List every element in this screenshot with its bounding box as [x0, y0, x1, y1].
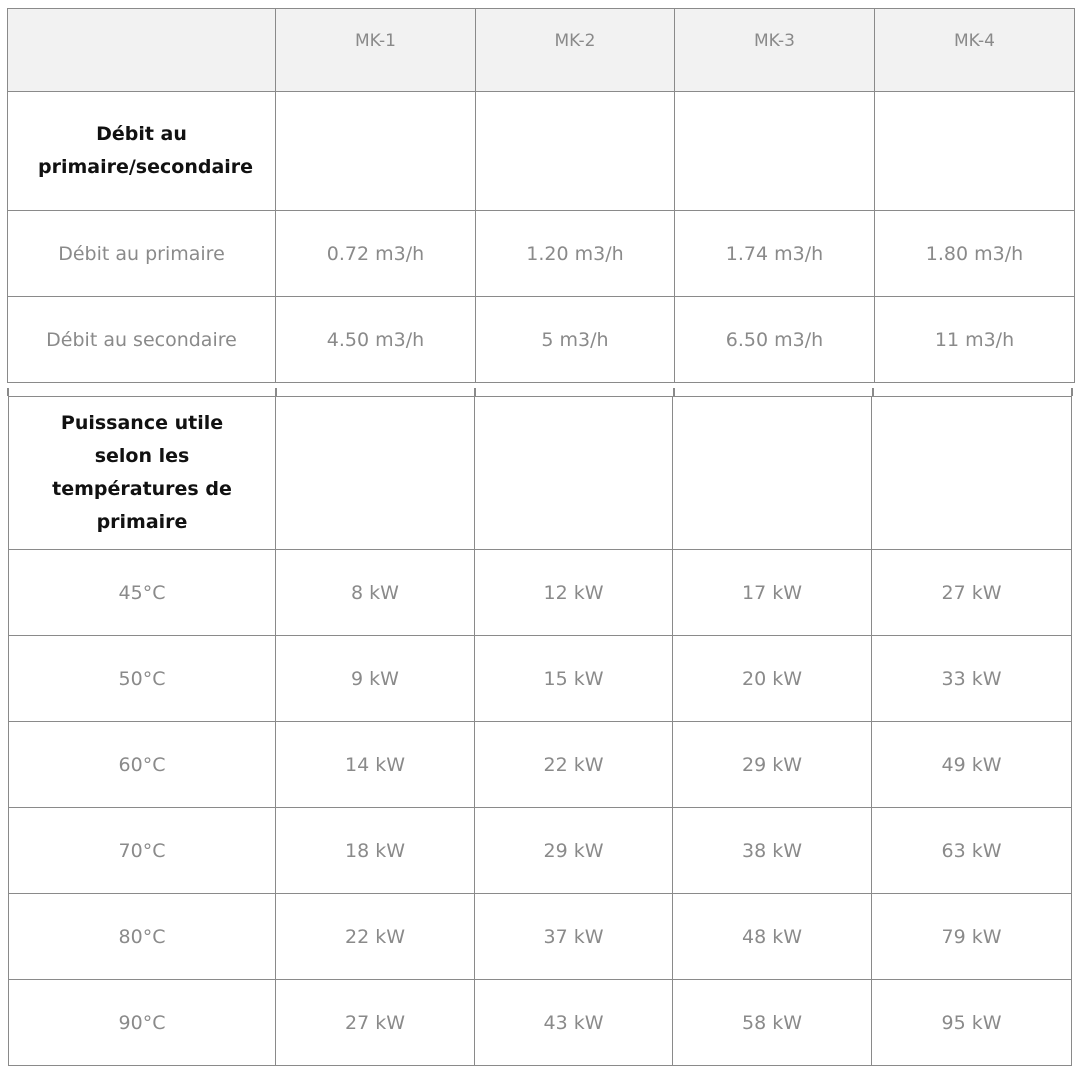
value-cell: 8 kW [275, 549, 475, 636]
value-cell: 27 kW [871, 549, 1072, 636]
table-row: 50°C 9 kW 15 kW 20 kW 33 kW [8, 635, 1072, 722]
value-cell: 14 kW [275, 721, 475, 808]
value-cell: 12 kW [474, 549, 673, 636]
row-label: 50°C [8, 635, 276, 722]
row-label: 60°C [8, 721, 276, 808]
value-cell: 11 m3/h [874, 296, 1075, 383]
value-cell: 15 kW [474, 635, 673, 722]
value-cell: 17 kW [672, 549, 872, 636]
value-cell: 22 kW [474, 721, 673, 808]
value-cell: 5 m3/h [475, 296, 675, 383]
value-cell: 1.74 m3/h [674, 210, 875, 297]
table-row: Débit au primaire 0.72 m3/h 1.20 m3/h 1.74 … [7, 210, 1075, 297]
value-cell: 79 kW [871, 893, 1072, 980]
row-label: Débit au primaire [7, 210, 276, 297]
table-row: 70°C 18 kW 29 kW 38 kW 63 kW [8, 807, 1072, 894]
table-row: 90°C 27 kW 43 kW 58 kW 95 kW [8, 979, 1072, 1066]
row-label: Débit au secondaire [7, 296, 276, 383]
row-label: 90°C [8, 979, 276, 1066]
section-title: Puissance utile selon les températures d… [8, 396, 276, 550]
power-table: Puissance utile selon les températures d… [8, 396, 1072, 1066]
header-cell: MK-4 [874, 8, 1075, 92]
value-cell: 1.80 m3/h [874, 210, 1075, 297]
row-label: 80°C [8, 893, 276, 980]
value-cell: 58 kW [672, 979, 872, 1066]
section-row: Débit au primaire/secondaire [7, 91, 1075, 211]
header-cell: MK-1 [275, 8, 476, 92]
section-row: Puissance utile selon les températures d… [8, 396, 1072, 550]
value-cell: 33 kW [871, 635, 1072, 722]
value-cell: 22 kW [275, 893, 475, 980]
value-cell: 43 kW [474, 979, 673, 1066]
value-cell: 1.20 m3/h [475, 210, 675, 297]
row-label: 70°C [8, 807, 276, 894]
value-cell: 38 kW [672, 807, 872, 894]
value-cell: 63 kW [871, 807, 1072, 894]
value-cell: 48 kW [672, 893, 872, 980]
header-cell: MK-2 [475, 8, 675, 92]
value-cell: 29 kW [672, 721, 872, 808]
value-cell: 18 kW [275, 807, 475, 894]
value-cell: 27 kW [275, 979, 475, 1066]
header-row: MK-1 MK-2 MK-3 MK-4 [7, 8, 1075, 92]
table-row: 60°C 14 kW 22 kW 29 kW 49 kW [8, 721, 1072, 808]
section-title: Débit au primaire/secondaire [7, 91, 276, 211]
value-cell: 95 kW [871, 979, 1072, 1066]
header-cell: MK-3 [674, 8, 875, 92]
value-cell: 49 kW [871, 721, 1072, 808]
header-cell-empty [7, 8, 276, 92]
value-cell: 4.50 m3/h [275, 296, 476, 383]
value-cell: 6.50 m3/h [674, 296, 875, 383]
value-cell: 9 kW [275, 635, 475, 722]
table-row: 45°C 8 kW 12 kW 17 kW 27 kW [8, 549, 1072, 636]
table-row: Débit au secondaire 4.50 m3/h 5 m3/h 6.50 m… [7, 296, 1075, 383]
value-cell: 37 kW [474, 893, 673, 980]
value-cell: 20 kW [672, 635, 872, 722]
flow-table: MK-1 MK-2 MK-3 MK-4 Débit au primaire/se… [7, 8, 1075, 383]
value-cell: 0.72 m3/h [275, 210, 476, 297]
value-cell: 29 kW [474, 807, 673, 894]
table-row: 80°C 22 kW 37 kW 48 kW 79 kW [8, 893, 1072, 980]
row-label: 45°C [8, 549, 276, 636]
